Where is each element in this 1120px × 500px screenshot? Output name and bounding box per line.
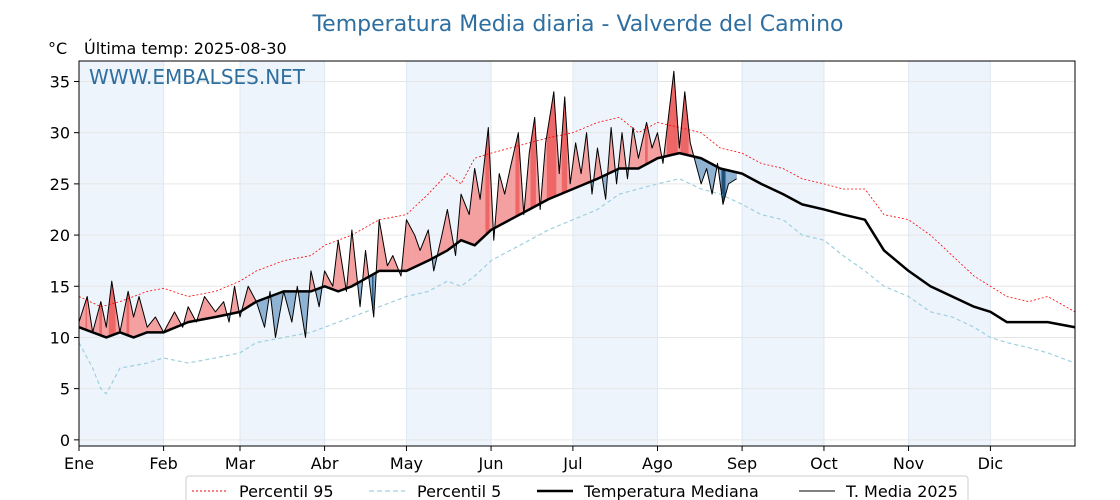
anomaly-fill-segment [515, 138, 518, 218]
anomaly-fill-segment [425, 233, 428, 263]
anomaly-fill-segment [463, 200, 466, 243]
series-line-current [78, 70, 737, 338]
series-line-p5 [78, 178, 1076, 395]
anomaly-fill-segment [466, 207, 469, 244]
month-band-sep [742, 61, 824, 446]
legend-label-p5: Percentil 5 [417, 482, 501, 500]
anomaly-fill-segment [414, 235, 417, 268]
anomaly-fill-segment [204, 295, 207, 320]
anomaly-fill-segment [474, 168, 477, 246]
x-tick-label-jun: Jun [478, 454, 504, 473]
anomaly-fill-segment [408, 224, 411, 270]
x-axis-ticks: Ene Feb Mar Abr May Jun Jul Ago Sep Oct Nov Dic [64, 446, 1003, 473]
x-tick-label-nov: Nov [893, 454, 924, 473]
anomaly-fill-segment [549, 108, 552, 199]
anomaly-fill-segment [413, 232, 415, 269]
month-band-mar [239, 61, 325, 446]
y-tick-label-5: 5 [60, 380, 70, 399]
legend: Percentil 95 Percentil 5 Temperatura Med… [185, 475, 969, 500]
x-tick-label-abr: Abr [311, 454, 339, 473]
x-tick-label-mar: Mar [225, 454, 256, 473]
anomaly-fill-segment [460, 194, 463, 241]
y-tick-label-20: 20 [50, 226, 70, 245]
y-unit-label: °C [48, 39, 67, 58]
series-lines [78, 70, 1076, 395]
anomaly-fill-segment [546, 125, 549, 201]
anomaly-fill-segment [486, 127, 489, 235]
month-band-ene [79, 61, 164, 446]
y-tick-label-30: 30 [50, 124, 70, 143]
x-tick-label-jul: Jul [562, 454, 582, 473]
anomaly-fill-segment [499, 173, 501, 226]
anomaly-fill-segment [552, 91, 555, 198]
x-tick-label-ago: Ago [642, 454, 673, 473]
anomaly-fill-segment [467, 211, 470, 244]
x-tick-label-feb: Feb [149, 454, 177, 473]
anomaly-fill-segment [410, 227, 413, 270]
y-tick-label-0: 0 [60, 431, 70, 450]
x-tick-label-oct: Oct [810, 454, 838, 473]
anomaly-fill-segment [516, 132, 519, 217]
watermark: WWW.EMBALSES.NET [89, 65, 306, 89]
x-tick-label-may: May [390, 454, 423, 473]
anomaly-fill-segment [512, 150, 515, 219]
plot-frame [78, 60, 1076, 447]
anomaly-fill-segment [411, 229, 414, 269]
anomaly-fill-segment [406, 219, 409, 272]
anomaly-fill-segment [153, 316, 156, 333]
x-tick-label-sep: Sep [727, 454, 757, 473]
anomaly-fill-segment [407, 222, 410, 271]
anomaly-fill-segment [531, 126, 534, 209]
anomaly-fill-segment [550, 100, 553, 199]
anomaly-fill-segment [207, 299, 209, 319]
anomaly-fill-segment [464, 204, 467, 243]
legend-label-current: T. Media 2025 [845, 482, 958, 500]
chart-title: Temperatura Media diaria - Valverde del … [311, 12, 843, 37]
anomaly-fill-segment [205, 297, 208, 320]
legend-label-median: Temperatura Mediana [583, 482, 759, 500]
anomaly-fill-segment [462, 197, 464, 242]
x-tick-label-ene: Ene [64, 454, 94, 473]
anomaly-fill-segment [511, 156, 514, 220]
y-tick-label-35: 35 [50, 72, 70, 91]
month-band-jul [572, 61, 658, 446]
anomaly-fill-segment [730, 170, 733, 183]
last-temp-label: Última temp: 2025-08-30 [84, 39, 287, 58]
y-tick-label-25: 25 [50, 175, 70, 194]
x-tick-label-dic: Dic [978, 454, 1004, 473]
y-axis-ticks: 0 5 10 15 20 25 30 35 [50, 72, 79, 450]
legend-box [185, 475, 969, 500]
anomaly-fill-segment [509, 162, 512, 221]
anomaly-fill-segment [426, 229, 429, 262]
anomaly-fill-segment [530, 135, 533, 210]
anomaly-fill-segment [729, 170, 732, 184]
series-line-median [78, 151, 1076, 339]
anomaly-fill-segment [500, 178, 503, 226]
anomaly-fill-segment [514, 144, 516, 218]
anomaly-fill-segment [548, 117, 550, 200]
legend-label-p95: Percentil 95 [239, 482, 334, 500]
anomaly-fill-segment [533, 117, 535, 208]
anomaly-fill-segment [475, 176, 478, 245]
y-tick-label-10: 10 [50, 328, 70, 347]
y-tick-label-15: 15 [50, 277, 70, 296]
anomaly-fill-segment [728, 170, 731, 185]
